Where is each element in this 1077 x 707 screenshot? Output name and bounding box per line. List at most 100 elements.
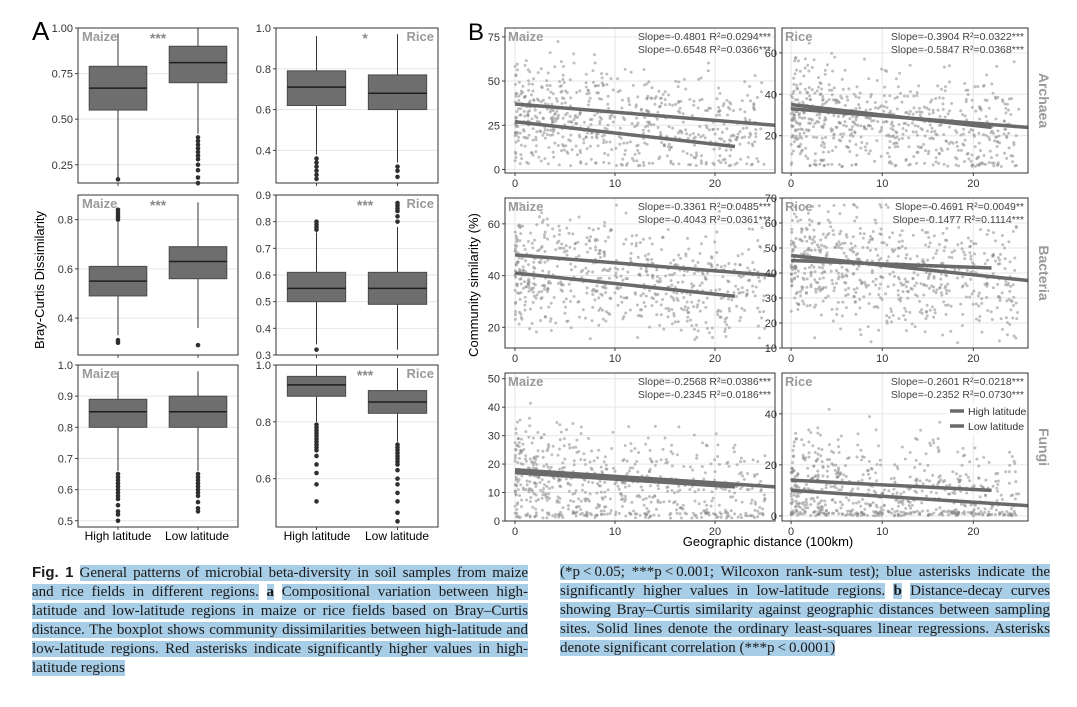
scatter-point <box>819 238 823 242</box>
scatter-point <box>628 308 632 312</box>
box-outlier <box>395 208 400 214</box>
scatter-point <box>1010 513 1014 517</box>
scatter-point <box>670 464 674 468</box>
scatter-point <box>861 246 865 250</box>
scatter-point <box>855 286 859 290</box>
scatter-point <box>584 81 588 85</box>
scatter-point <box>515 240 519 244</box>
scatter-point <box>823 116 827 120</box>
scatter-point <box>971 260 975 264</box>
scatter-point <box>862 512 866 516</box>
scatter-point <box>941 333 945 337</box>
y-tick-label: 10 <box>765 343 777 355</box>
scatter-point <box>648 457 652 461</box>
scatter-point <box>552 295 556 299</box>
scatter-point <box>864 148 868 152</box>
scatter-point <box>882 105 886 109</box>
scatter-point <box>656 498 660 502</box>
scatter-point <box>713 513 717 517</box>
scatter-point <box>959 489 963 493</box>
scatter-point <box>884 203 888 207</box>
scatter-point <box>852 287 856 291</box>
scatter-point <box>532 77 536 81</box>
scatter-point <box>565 319 569 323</box>
scatter-point <box>789 494 793 498</box>
scatter-point <box>697 502 701 506</box>
scatter-point <box>643 141 647 145</box>
scatter-point <box>1014 301 1018 305</box>
scatter-point <box>630 500 634 504</box>
scatter-point <box>927 235 931 239</box>
scatter-point <box>825 253 829 257</box>
scatter-point <box>529 401 533 405</box>
scatter-point <box>525 479 529 483</box>
box <box>286 375 347 397</box>
scatter-point <box>549 90 553 94</box>
scatter-point <box>847 286 851 290</box>
scatter-point <box>541 284 545 288</box>
scatter-point <box>915 161 919 165</box>
scatter-point <box>796 275 800 279</box>
panel-background <box>78 365 238 527</box>
scatter-point <box>838 232 842 236</box>
scatter-point <box>809 503 813 507</box>
scatter-point <box>619 295 623 299</box>
scatter-point <box>541 455 545 459</box>
scatter-point <box>966 475 970 479</box>
scatter-point <box>602 460 606 464</box>
scatter-point <box>717 86 721 90</box>
scatter-point <box>1013 470 1017 474</box>
scatter-point <box>850 246 854 250</box>
scatter-point <box>542 487 546 491</box>
scatter-point <box>844 496 848 500</box>
scatter-point <box>597 448 601 452</box>
scatter-point <box>914 130 918 134</box>
scatter-point <box>523 63 527 67</box>
scatter-point <box>568 245 572 249</box>
scatter-point <box>513 64 517 68</box>
scatter-point <box>658 96 662 100</box>
scatter-point <box>623 67 627 71</box>
scatter-point <box>709 289 713 293</box>
scatter-point <box>817 512 821 516</box>
scatter-point <box>662 500 666 504</box>
scatter-point <box>528 424 532 428</box>
scatter-point <box>559 430 563 434</box>
scatter-point <box>617 512 621 516</box>
scatter-point <box>856 252 860 256</box>
scatter-point <box>600 470 604 474</box>
scatter-point <box>790 152 794 156</box>
scatter-point <box>535 293 539 297</box>
y-tick-label: 0.6 <box>256 270 271 282</box>
scatter-point <box>956 148 960 152</box>
scatter-point <box>579 499 583 503</box>
scatter-point <box>645 507 649 511</box>
scatter-point <box>562 144 566 148</box>
scatter-point <box>890 120 894 124</box>
box-outlier <box>395 510 400 516</box>
scatter-point <box>519 143 523 147</box>
scatter-point <box>724 335 728 339</box>
scatter-point <box>977 141 981 145</box>
scatter-point <box>762 249 766 253</box>
scatter-point <box>700 97 704 101</box>
scatter-point <box>621 278 625 282</box>
scatter-point <box>796 98 800 102</box>
scatter-point <box>743 116 747 120</box>
scatter-point <box>718 154 722 158</box>
scatter-point <box>745 514 749 518</box>
scatter-point <box>586 103 590 107</box>
scatter-point <box>959 302 963 306</box>
scatter-point <box>1001 98 1005 102</box>
scatter-point <box>672 491 676 495</box>
scatter-point <box>746 266 750 270</box>
scatter-point <box>761 298 765 302</box>
scatter-point <box>513 288 517 292</box>
scatter-point <box>978 315 982 319</box>
scatter-point <box>648 236 652 240</box>
scatter-point <box>541 269 545 273</box>
regression-stats: Slope=-0.5847 R²=0.0368*** <box>891 44 1024 56</box>
scatter-point <box>880 104 884 108</box>
scatter-point <box>513 82 517 86</box>
